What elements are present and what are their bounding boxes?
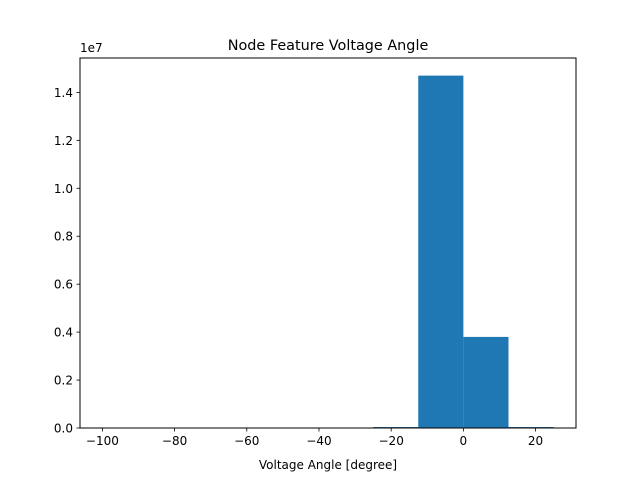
x-tick-label: 0 — [460, 434, 468, 448]
x-tick-label: 20 — [528, 434, 543, 448]
x-tick-label: −20 — [379, 434, 404, 448]
bars — [373, 75, 554, 429]
y-tick-label: 1.0 — [54, 182, 73, 196]
y-tick-label: 1.2 — [54, 134, 73, 148]
y-tick-label: 0.4 — [54, 326, 73, 340]
histogram-bar-7 — [418, 75, 464, 429]
y-tick-label: 0.2 — [54, 374, 73, 388]
x-tick-label: −60 — [234, 434, 259, 448]
y-tick-label: 1.4 — [54, 86, 73, 100]
plot-frame — [79, 57, 577, 429]
x-axis-ticks: −100 −80 −60 −40 −20 0 20 — [86, 428, 543, 448]
y-axis-ticks: 0.0 0.2 0.4 0.6 0.8 1.0 1.2 1.4 — [54, 86, 80, 436]
y-offset-label: 1e7 — [80, 41, 103, 55]
x-tick-label: −40 — [306, 434, 331, 448]
chart-title: Node Feature Voltage Angle — [228, 38, 429, 54]
y-tick-label: 0.6 — [54, 278, 73, 292]
histogram-bar-8 — [463, 336, 509, 428]
y-tick-label: 0.0 — [54, 422, 73, 436]
x-tick-label: −100 — [86, 434, 119, 448]
y-tick-label: 0.8 — [54, 230, 73, 244]
x-tick-label: −80 — [162, 434, 187, 448]
x-axis-label: Voltage Angle [degree] — [259, 458, 397, 472]
